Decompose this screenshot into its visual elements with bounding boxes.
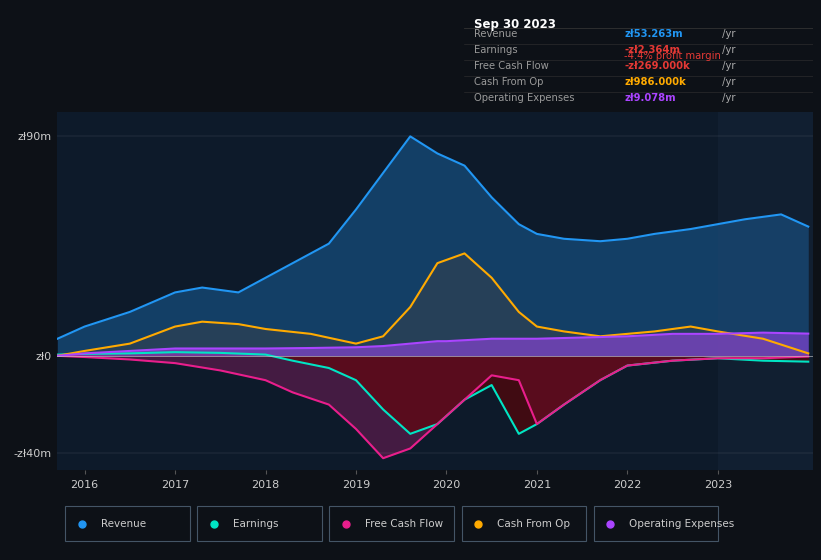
Bar bbox=[594, 506, 718, 541]
Text: /yr: /yr bbox=[718, 77, 735, 87]
Text: Cash From Op: Cash From Op bbox=[475, 77, 544, 87]
Text: -zł2.364m: -zł2.364m bbox=[624, 45, 681, 55]
Text: Revenue: Revenue bbox=[475, 29, 518, 39]
Text: zł9.078m: zł9.078m bbox=[624, 93, 676, 103]
Text: /yr: /yr bbox=[718, 45, 735, 55]
Text: Earnings: Earnings bbox=[232, 519, 278, 529]
Bar bbox=[329, 506, 454, 541]
Text: Earnings: Earnings bbox=[475, 45, 518, 55]
Bar bbox=[65, 506, 190, 541]
Text: /yr: /yr bbox=[718, 93, 735, 103]
Text: Sep 30 2023: Sep 30 2023 bbox=[475, 18, 556, 31]
Text: Cash From Op: Cash From Op bbox=[497, 519, 570, 529]
Text: Free Cash Flow: Free Cash Flow bbox=[475, 61, 549, 71]
Text: zł986.000k: zł986.000k bbox=[624, 77, 686, 87]
Text: Free Cash Flow: Free Cash Flow bbox=[365, 519, 443, 529]
Text: Operating Expenses: Operating Expenses bbox=[475, 93, 575, 103]
Text: Operating Expenses: Operating Expenses bbox=[629, 519, 735, 529]
Text: -zł269.000k: -zł269.000k bbox=[624, 61, 690, 71]
Text: -4.4% profit margin: -4.4% profit margin bbox=[624, 51, 721, 61]
Text: Revenue: Revenue bbox=[100, 519, 145, 529]
Text: /yr: /yr bbox=[718, 61, 735, 71]
Bar bbox=[197, 506, 322, 541]
Bar bbox=[718, 112, 813, 470]
Text: /yr: /yr bbox=[718, 29, 735, 39]
Bar bbox=[461, 506, 586, 541]
Text: zł53.263m: zł53.263m bbox=[624, 29, 683, 39]
